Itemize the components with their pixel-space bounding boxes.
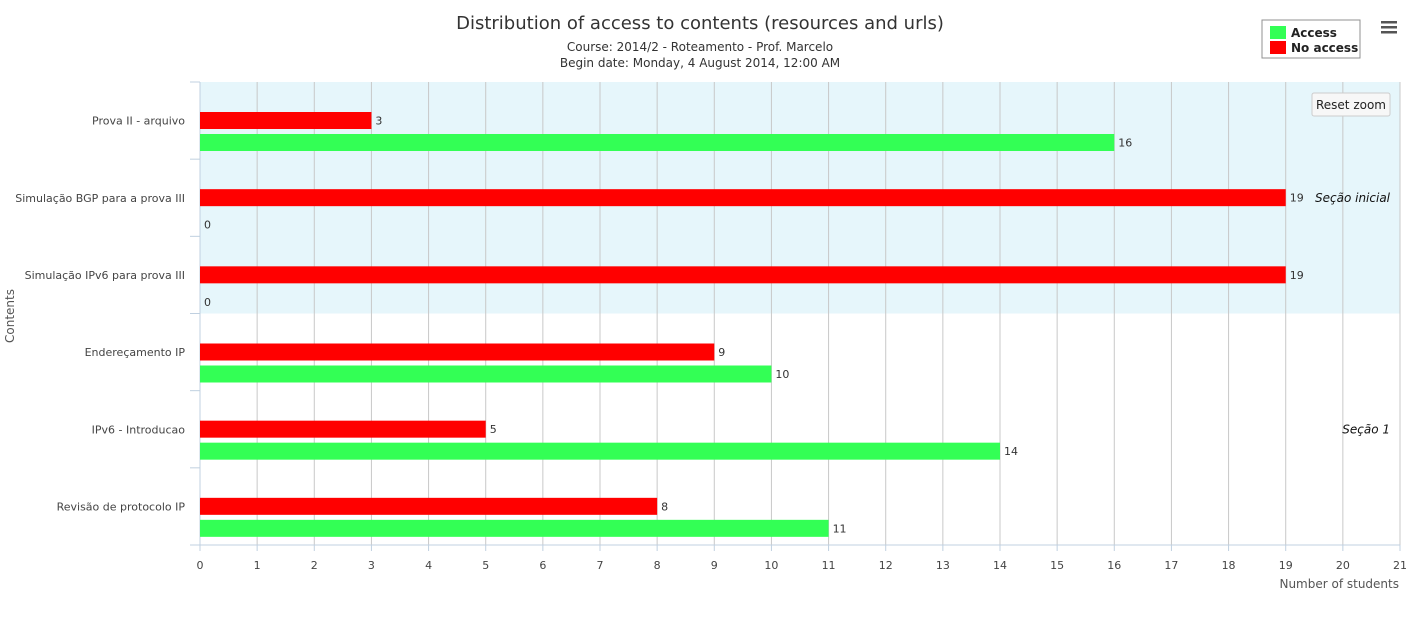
x-tick-label-15: 15 [1050, 559, 1064, 572]
data-label: 19 [1290, 192, 1304, 205]
x-tick-label-3: 3 [368, 559, 375, 572]
x-tick-label-20: 20 [1336, 559, 1350, 572]
chart-title: Distribution of access to contents (reso… [456, 13, 944, 34]
category-label: Simulação BGP para a prova III [15, 192, 185, 205]
data-label: 5 [490, 423, 497, 436]
x-tick-label-6: 6 [539, 559, 546, 572]
reset-zoom-label: Reset zoom [1316, 98, 1386, 112]
legend-label-no-access: No access [1291, 41, 1358, 55]
x-tick-label-19: 19 [1279, 559, 1293, 572]
bar-no-access[interactable] [200, 343, 715, 361]
data-label: 0 [204, 296, 211, 309]
x-tick-label-11: 11 [822, 559, 836, 572]
bar-no-access[interactable] [200, 497, 658, 515]
x-tick-label-8: 8 [654, 559, 661, 572]
bars [200, 112, 1286, 537]
data-label: 8 [661, 500, 668, 513]
bar-access[interactable] [200, 134, 1115, 151]
plot-band-label-1: Seção 1 [1342, 422, 1390, 436]
category-label: Simulação IPv6 para prova III [25, 269, 185, 282]
x-tick-label-18: 18 [1222, 559, 1236, 572]
bar-no-access[interactable] [200, 420, 486, 438]
x-tick-label-16: 16 [1107, 559, 1121, 572]
data-label: 3 [375, 115, 382, 128]
bar-access[interactable] [200, 442, 1000, 460]
x-tick-label-17: 17 [1164, 559, 1178, 572]
category-label: Prova II - arquivo [92, 115, 185, 128]
chart-subtitle-line-2: Begin date: Monday, 4 August 2014, 12:00… [560, 56, 840, 70]
x-tick-label-4: 4 [425, 559, 432, 572]
data-label: 14 [1004, 445, 1018, 458]
data-label: 9 [718, 346, 725, 359]
category-label: Endereçamento IP [85, 346, 186, 359]
hamburger-menu-icon[interactable] [1376, 16, 1400, 38]
x-tick-label-0: 0 [197, 559, 204, 572]
data-label: 19 [1290, 269, 1304, 282]
legend-swatch-access [1270, 26, 1286, 39]
legend: Access No access [1261, 19, 1361, 59]
grid-lines [190, 81, 1401, 551]
bar-no-access[interactable] [200, 266, 1286, 284]
bar-no-access[interactable] [200, 112, 372, 129]
plot-band-label-0: Seção inicial [1315, 191, 1391, 205]
legend-label-access: Access [1291, 26, 1337, 40]
reset-zoom-button[interactable]: Reset zoom [1311, 92, 1391, 117]
y-axis-title: Contents [3, 289, 17, 343]
bar-access[interactable] [200, 519, 829, 537]
x-tick-label-14: 14 [993, 559, 1007, 572]
legend-item-access[interactable]: Access [1270, 26, 1337, 40]
legend-swatch-no-access [1270, 41, 1286, 54]
plot-bands [200, 82, 1400, 545]
bar-no-access[interactable] [200, 189, 1286, 207]
x-tick-label-10: 10 [764, 559, 778, 572]
x-axis-title: Number of students [1279, 577, 1399, 591]
x-tick-label-1: 1 [254, 559, 261, 572]
x-tick-label-12: 12 [879, 559, 893, 572]
legend-item-no-access[interactable]: No access [1270, 41, 1358, 55]
category-label: IPv6 - Introducao [92, 423, 186, 436]
chart-subtitle-line-1: Course: 2014/2 - Roteamento - Prof. Marc… [567, 40, 833, 54]
x-tick-label-5: 5 [482, 559, 489, 572]
data-label: 0 [204, 219, 211, 232]
x-tick-label-7: 7 [597, 559, 604, 572]
bar-access[interactable] [200, 365, 772, 383]
data-label: 10 [775, 368, 789, 381]
category-label: Revisão de protocolo IP [57, 500, 186, 513]
x-tick-label-9: 9 [711, 559, 718, 572]
x-tick-label-13: 13 [936, 559, 950, 572]
x-tick-label-21: 21 [1393, 559, 1407, 572]
data-label: 11 [833, 522, 847, 535]
x-tick-label-2: 2 [311, 559, 318, 572]
data-label: 16 [1118, 137, 1132, 150]
